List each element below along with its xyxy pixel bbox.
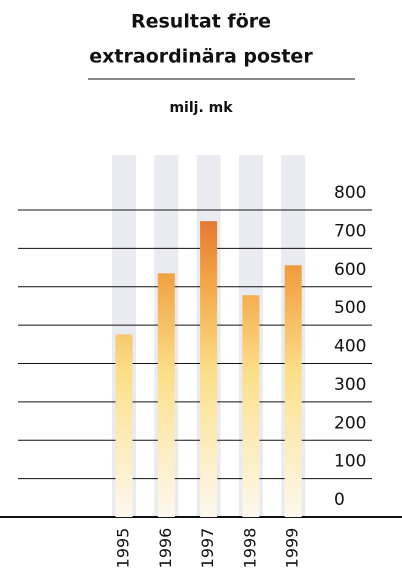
y-tick-label: 600 xyxy=(334,260,366,280)
x-tick-label: 1999 xyxy=(283,528,302,569)
y-tick-label: 100 xyxy=(334,452,366,472)
chart-subtitle: milj. mk xyxy=(169,100,233,116)
bar xyxy=(242,295,260,517)
chart-title: Resultat före xyxy=(131,11,271,33)
x-tick-label: 1998 xyxy=(240,528,259,569)
y-tick-label: 300 xyxy=(334,375,366,395)
x-tick-label: 1996 xyxy=(156,528,175,569)
y-tick-label: 0 xyxy=(334,490,345,510)
y-tick-label: 400 xyxy=(334,337,366,357)
y-tick-label: 200 xyxy=(334,413,366,433)
bar xyxy=(284,265,302,517)
y-tick-label: 500 xyxy=(334,298,366,318)
x-tick-label: 1995 xyxy=(114,528,133,569)
y-tick-label: 800 xyxy=(334,183,366,203)
chart-title: extraordinära poster xyxy=(89,46,313,68)
bar xyxy=(115,334,133,517)
x-tick-label: 1997 xyxy=(198,528,217,569)
y-tick-label: 700 xyxy=(334,221,366,241)
bar xyxy=(200,221,218,517)
bar xyxy=(157,273,175,517)
